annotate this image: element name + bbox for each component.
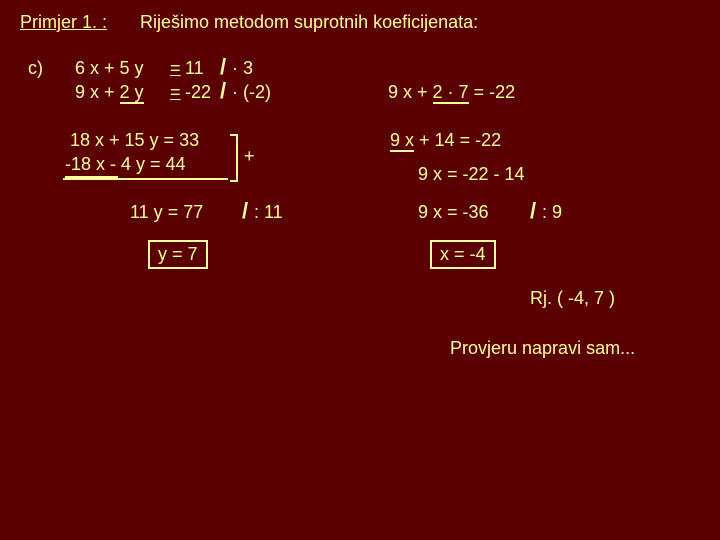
slash-icon: / [242,198,248,224]
sum-underline [63,178,228,180]
example-label: Primjer 1. : [20,12,107,33]
eq2-rhs: -22 [185,82,211,103]
x-result-box: x = -4 [430,240,496,269]
sub-line2-b: + 14 = -22 [419,130,501,150]
eq1-eq: = [170,58,181,79]
bracket-icon [230,134,238,182]
provjera-label: Provjeru napravi sam... [450,338,635,359]
sum-row1: 18 x + 15 y = 33 [70,130,199,151]
eq1-op: · 3 [232,58,253,79]
res-11y: 11 y = 77 [130,202,203,223]
sub-line3: 9 x = -22 - 14 [418,164,525,185]
eq1-lhs: 6 x + 5 y [75,58,144,79]
sub-line4: 9 x = -36 [418,202,489,223]
sub-line2: 9 x + 14 = -22 [390,130,501,151]
y-result-box: y = 7 [148,240,208,269]
res-11y-op: : 11 [254,202,283,223]
eq2-op: · (-2) [232,82,271,103]
eq2-lhs-a: 9 x + [75,82,120,102]
eq2-eq: = [170,82,181,103]
plus-op: + [244,146,255,167]
sub-line4-op: : 9 [542,202,562,223]
sub-line1-d: = -22 [474,82,516,102]
eq1-rhs: 11 [185,58,204,79]
rj-label: Rj. ( -4, 7 ) [530,288,615,309]
sub-line1-b: 2 · 7 [433,82,469,104]
sub-line1: 9 x + 2 · 7 = -22 [388,82,515,103]
part-label: c) [28,58,43,79]
sum-row2: -18 x - 4 y = 44 [65,154,186,175]
page-title: Riješimo metodom suprotnih koeficijenata… [140,12,478,33]
slash-icon: / [220,54,226,80]
eq2-lhs-b: 2 y [120,82,144,104]
sub-line2-a: 9 x [390,130,414,152]
slash-icon: / [530,198,536,224]
slash-icon: / [220,78,226,104]
sub-line1-a: 9 x + [388,82,428,102]
